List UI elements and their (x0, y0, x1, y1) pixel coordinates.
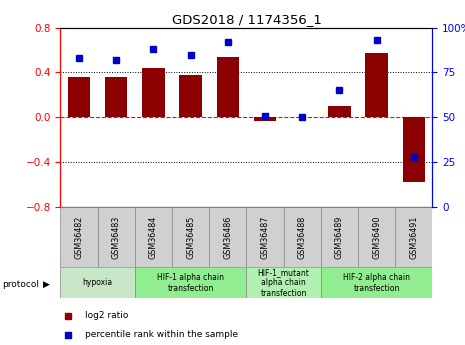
Bar (142, 68, 165, 117)
Bar (358, 207, 395, 267)
Text: HIF-1 alpha chain
transfection: HIF-1 alpha chain transfection (157, 273, 224, 293)
Text: GSM36482: GSM36482 (74, 216, 84, 259)
Text: percentile rank within the sample: percentile rank within the sample (85, 330, 239, 339)
Bar (254, 117, 276, 121)
Bar (98, 207, 135, 267)
Bar (179, 75, 202, 117)
Text: GSM36487: GSM36487 (260, 216, 270, 259)
Bar (135, 267, 246, 298)
Text: HIF-1_mutant
alpha chain
transfection: HIF-1_mutant alpha chain transfection (258, 268, 310, 298)
Text: GSM36486: GSM36486 (223, 216, 232, 259)
Text: GSM36490: GSM36490 (372, 216, 381, 259)
Bar (284, 207, 321, 267)
Bar (395, 207, 432, 267)
Bar (60, 207, 98, 267)
Bar (60, 267, 135, 298)
Bar (105, 77, 127, 117)
Bar (328, 106, 351, 117)
Text: GSM36491: GSM36491 (409, 216, 418, 259)
Text: GSM36484: GSM36484 (149, 216, 158, 259)
Bar (321, 267, 432, 298)
Bar (246, 267, 321, 298)
Text: protocol: protocol (2, 280, 40, 289)
Title: GDS2018 / 1174356_1: GDS2018 / 1174356_1 (172, 13, 321, 27)
Bar (403, 117, 425, 182)
Text: GSM36488: GSM36488 (298, 216, 307, 259)
Text: hypoxia: hypoxia (83, 278, 113, 287)
Text: ▶: ▶ (43, 280, 50, 289)
Bar (321, 207, 358, 267)
Bar (172, 207, 209, 267)
Bar (68, 77, 90, 117)
Text: log2 ratio: log2 ratio (85, 311, 129, 320)
Text: GSM36485: GSM36485 (186, 216, 195, 259)
Text: HIF-2 alpha chain
transfection: HIF-2 alpha chain transfection (343, 273, 410, 293)
Bar (217, 57, 239, 117)
Text: GSM36483: GSM36483 (112, 216, 121, 259)
Bar (365, 53, 388, 117)
Bar (209, 207, 246, 267)
Bar (135, 207, 172, 267)
Bar (246, 207, 284, 267)
Text: GSM36489: GSM36489 (335, 216, 344, 259)
